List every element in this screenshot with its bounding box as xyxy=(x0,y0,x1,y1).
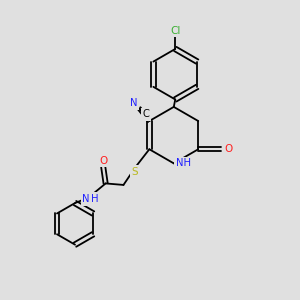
Text: H: H xyxy=(91,194,99,204)
Text: Cl: Cl xyxy=(170,26,181,35)
Text: NH: NH xyxy=(176,158,191,168)
Text: S: S xyxy=(132,167,138,176)
Text: C: C xyxy=(143,110,150,119)
Text: N: N xyxy=(82,194,90,204)
Text: O: O xyxy=(224,144,233,154)
Text: O: O xyxy=(99,156,107,166)
Text: N: N xyxy=(130,98,137,108)
